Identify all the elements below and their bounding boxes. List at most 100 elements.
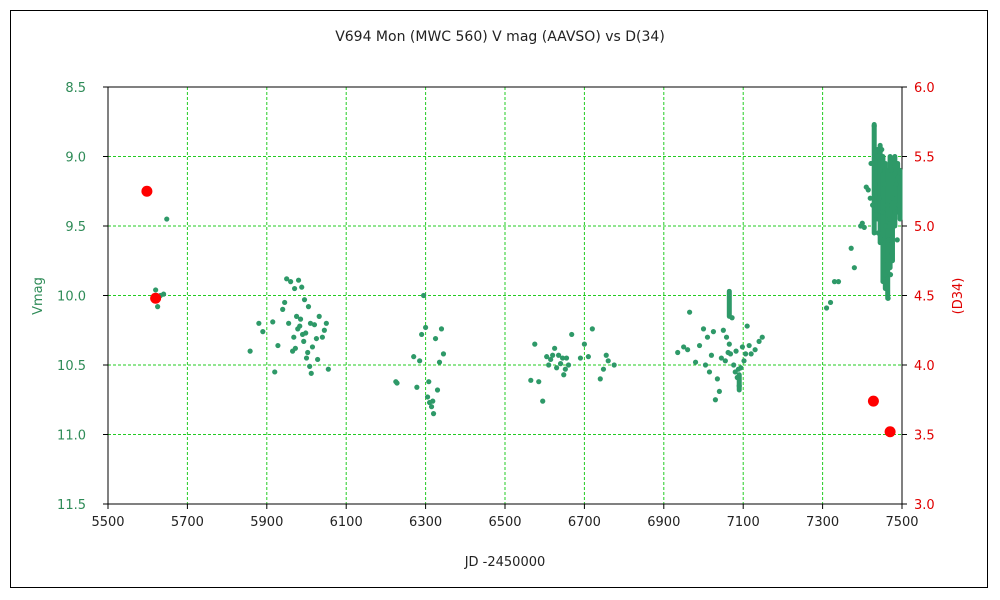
vmag-point: [748, 351, 754, 357]
vmag-point: [675, 349, 681, 356]
vmag-point: [887, 272, 894, 278]
vmag-point: [321, 327, 327, 333]
vmag-point: [313, 335, 320, 342]
vmag-point: [896, 202, 902, 208]
vmag-point: [722, 358, 728, 364]
vmag-point: [155, 304, 161, 310]
vmag-point: [894, 237, 900, 243]
vmag-point: [859, 220, 865, 226]
vmag-point: [291, 334, 297, 340]
y2-tick-label: 6.0: [914, 81, 935, 96]
x-tick-label: 7100: [727, 515, 760, 530]
vmag-point: [712, 397, 719, 403]
vmag-point: [307, 320, 314, 326]
vmag-point: [260, 329, 266, 335]
gridlines: [108, 87, 902, 504]
vmag-point: [311, 322, 318, 328]
vmag-point: [303, 330, 309, 336]
vmag-point: [434, 387, 441, 393]
vmag-point: [423, 324, 429, 331]
vmag-point: [577, 355, 584, 361]
vmag-point: [893, 181, 899, 187]
vmag-point: [585, 354, 591, 360]
vmag-point: [546, 362, 552, 368]
vmag-point: [700, 326, 707, 332]
vmag-point: [581, 341, 588, 347]
vmag-point: [851, 265, 857, 271]
vmag-point: [540, 398, 546, 404]
x-tick-label: 7300: [806, 515, 839, 530]
vmag-point: [164, 216, 170, 222]
vmag-point: [871, 123, 877, 129]
vmag-point: [880, 258, 886, 264]
vmag-point: [597, 376, 603, 382]
x-tick-label: 6500: [488, 515, 521, 530]
vmag-point: [876, 195, 882, 201]
vmag-point: [557, 361, 564, 367]
vmag-point: [295, 277, 302, 283]
vmag-point: [742, 351, 749, 357]
d34-point: [141, 185, 153, 197]
vmag-point: [710, 329, 717, 335]
vmag-point: [727, 351, 734, 357]
vmag-point: [559, 355, 566, 361]
vmag-point: [895, 174, 901, 180]
y2-tick-label: 4.5: [914, 290, 935, 305]
y2-tick-label: 3.5: [914, 429, 935, 444]
vmag-point: [291, 285, 298, 292]
vmag-point: [286, 320, 292, 326]
x-tick-label: 6100: [330, 515, 363, 530]
vmag-point: [552, 345, 558, 351]
vmag-point: [708, 352, 715, 358]
vmag-point: [284, 276, 290, 282]
vmag-point: [160, 291, 167, 297]
x-tick-label: 5700: [171, 515, 204, 530]
y-axis-label: Vmag: [31, 277, 46, 315]
y-tick-label: 11.0: [57, 429, 86, 444]
vmag-point: [297, 323, 303, 329]
vmag-point: [544, 354, 550, 360]
vmag-point: [729, 315, 735, 321]
d34-point: [884, 426, 896, 438]
vmag-point: [440, 351, 447, 357]
vmag-point: [733, 348, 739, 354]
vmag-point: [603, 352, 609, 358]
vmag-point: [687, 309, 693, 315]
vmag-point: [877, 167, 883, 173]
vmag-point: [301, 338, 307, 344]
vmag-point: [315, 356, 321, 363]
vmag-point: [739, 344, 746, 350]
vmag-point: [831, 279, 838, 285]
y-tick-label: 10.0: [57, 290, 86, 305]
vmag-point: [563, 355, 570, 361]
vmag-point: [555, 352, 562, 358]
vmag-point: [299, 284, 305, 290]
y2-tick-label: 4.0: [914, 359, 935, 374]
vmag-point: [292, 345, 298, 351]
vmag-point: [874, 153, 880, 160]
vmag-point: [562, 366, 568, 372]
vmag-point: [692, 359, 699, 365]
vmag-point: [879, 209, 886, 215]
vmag-point: [706, 369, 713, 375]
vmag-point: [883, 223, 889, 229]
vmag-point: [823, 305, 830, 311]
vmag-point: [827, 299, 834, 306]
vmag-point: [438, 326, 445, 332]
vmag-point: [536, 379, 542, 385]
vmag-point: [759, 334, 765, 340]
vmag-point: [848, 245, 854, 251]
vmag-point: [532, 341, 538, 347]
vmag-point: [319, 334, 325, 340]
vmag-point: [417, 358, 423, 364]
vmag-point: [891, 160, 898, 167]
vmag-point: [272, 369, 278, 375]
y2-tick-label: 5.0: [914, 220, 935, 235]
vmag-point: [885, 295, 891, 301]
vmag-point: [716, 388, 722, 395]
vmag-point: [681, 344, 687, 350]
y-tick-label: 8.5: [65, 81, 86, 96]
vmag-point: [280, 306, 286, 312]
vmag-point: [726, 341, 732, 347]
vmag-point: [275, 342, 281, 349]
